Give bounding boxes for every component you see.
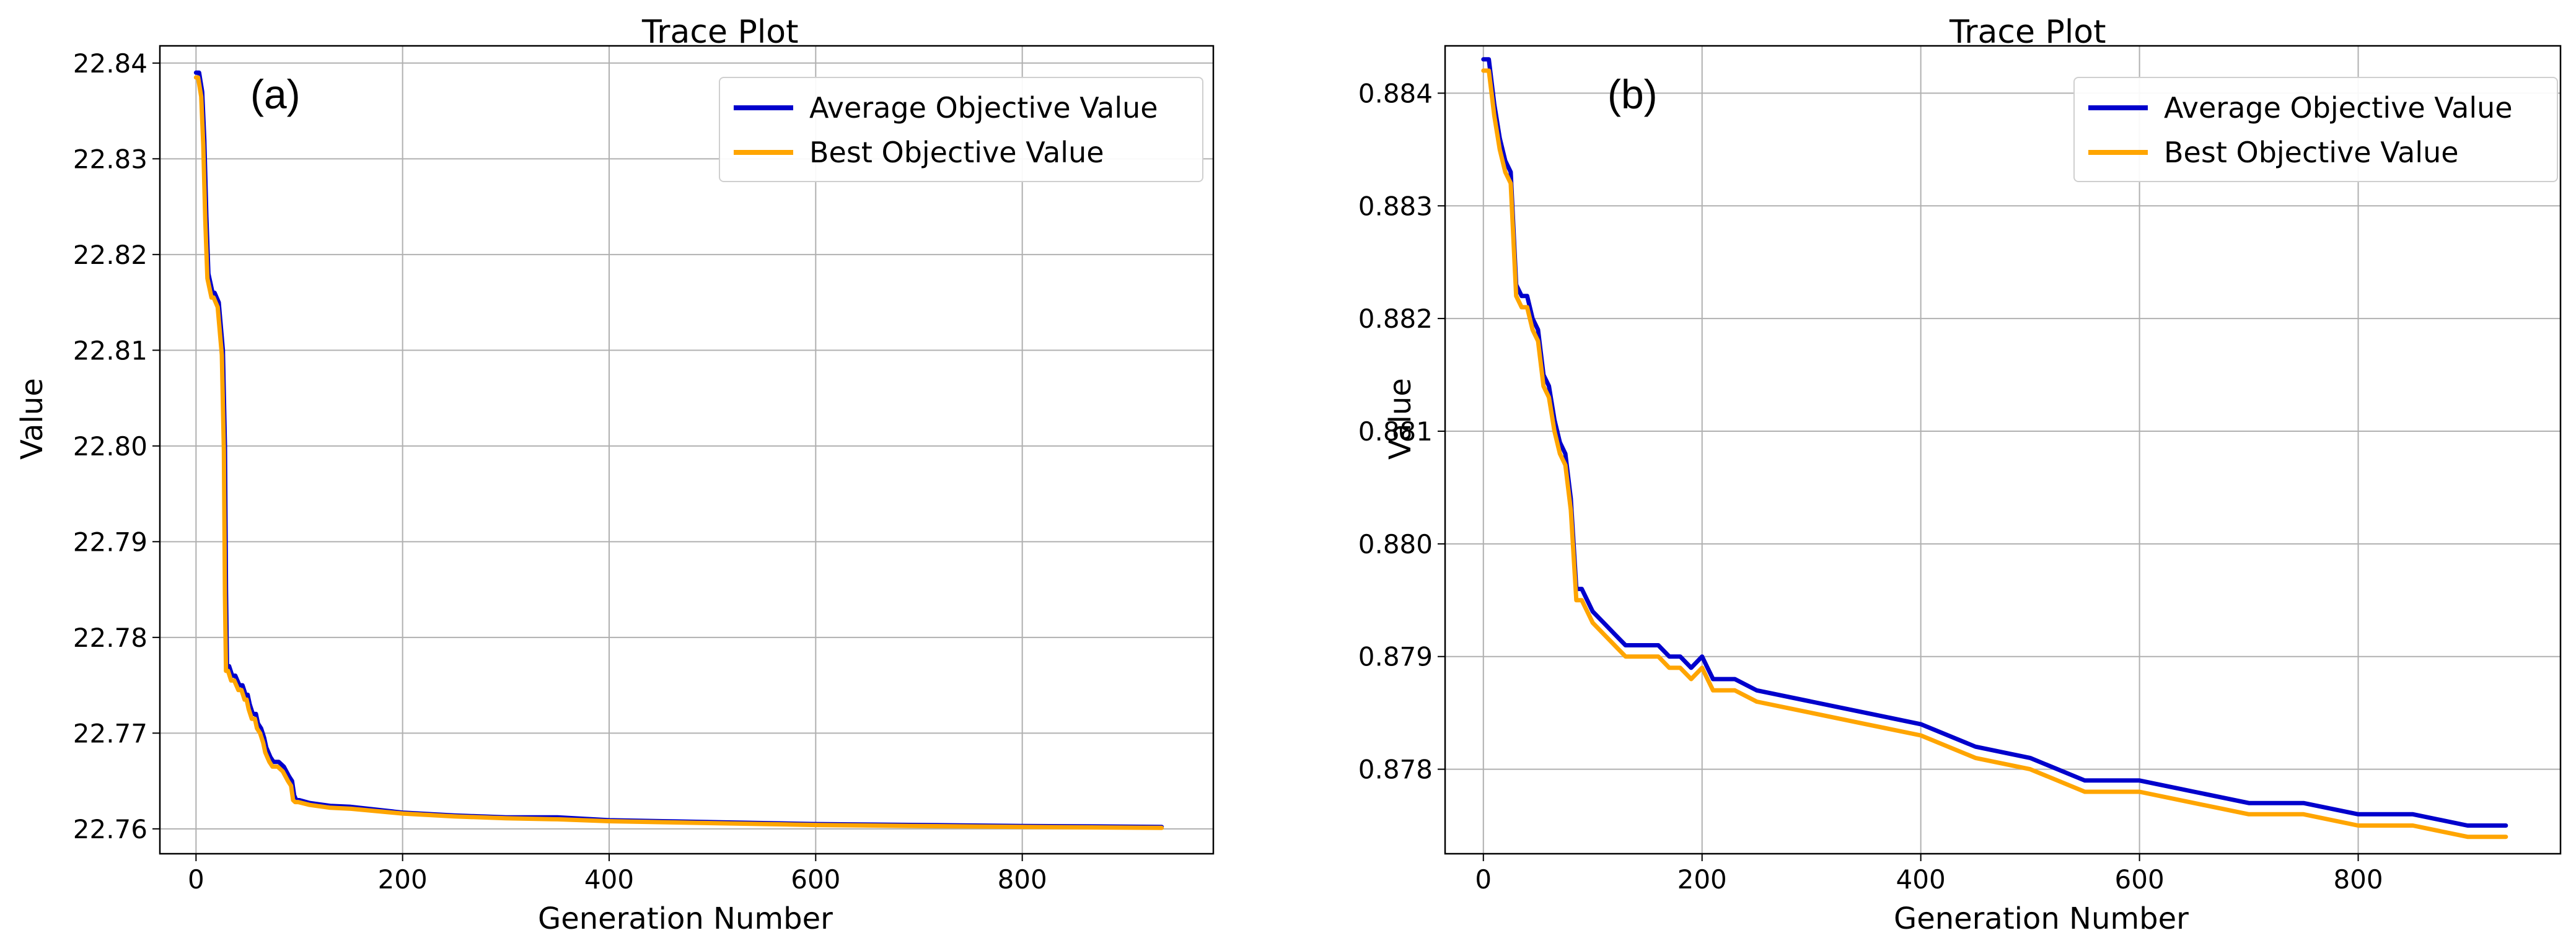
y-tick-label: 22.78 bbox=[73, 623, 147, 653]
x-tick-label: 600 bbox=[791, 864, 840, 895]
y-tick-label: 0.881 bbox=[1358, 416, 1433, 447]
legend-swatch-best bbox=[734, 150, 793, 155]
x-tick-label: 200 bbox=[378, 864, 428, 895]
x-tick-label: 400 bbox=[1896, 864, 1946, 895]
plot-frame bbox=[159, 45, 1215, 855]
legend-label-average: Average Objective Value bbox=[809, 91, 1158, 125]
legend-entry-average: Average Objective Value bbox=[734, 89, 1158, 126]
legend-swatch-best bbox=[2088, 150, 2148, 155]
y-tick-label: 22.77 bbox=[73, 718, 147, 748]
y-tick-label: 0.878 bbox=[1358, 755, 1433, 785]
chart-a-legend: Average Objective Value Best Objective V… bbox=[719, 77, 1203, 182]
chart-panel-b: 0 200 400 600 800 0.878 0.879 0.880 0.881 0.882 0.… bbox=[1288, 0, 2575, 951]
chart-a-y-axis-label: Value bbox=[15, 378, 50, 460]
legend-label-best: Best Objective Value bbox=[809, 136, 1104, 169]
chart-b-legend: Average Objective Value Best Objective V… bbox=[2073, 77, 2558, 182]
chart-b-y-axis-label: Value bbox=[1383, 378, 1418, 460]
chart-panel-a: 0 200 400 600 800 22.76 22.77 22.78 22.79 22.80 22… bbox=[15, 14, 1215, 936]
x-tick-label: 800 bbox=[998, 864, 1047, 895]
x-tick-label: 400 bbox=[584, 864, 634, 895]
y-tick-label: 22.80 bbox=[73, 431, 147, 462]
series-line-best bbox=[193, 75, 1164, 830]
legend-entry-best: Best Objective Value bbox=[734, 134, 1104, 171]
legend-swatch-average bbox=[2088, 105, 2148, 110]
chart-b-x-axis-label: Generation Number bbox=[1894, 901, 2189, 936]
y-tick-label: 22.83 bbox=[73, 144, 147, 174]
series-line-best bbox=[1481, 68, 2508, 839]
x-tick-label: 0 bbox=[188, 864, 204, 895]
legend-label-best: Best Objective Value bbox=[2164, 136, 2459, 169]
y-tick-label: 0.880 bbox=[1358, 529, 1433, 559]
y-tick-label: 22.76 bbox=[73, 814, 147, 844]
x-tick-label: 200 bbox=[1677, 864, 1727, 895]
chart-b-panel-label: (b) bbox=[1607, 71, 1658, 117]
y-tick-label: 22.79 bbox=[73, 527, 147, 557]
chart-a-title: Trace Plot bbox=[642, 14, 799, 51]
y-tick-label: 0.883 bbox=[1358, 191, 1433, 221]
legend-swatch-average bbox=[734, 105, 793, 110]
chart-a-plot: 0 200 400 600 800 22.76 22.77 22.78 22.79 22.80 22… bbox=[73, 45, 1215, 895]
chart-a-panel-label: (a) bbox=[250, 71, 301, 117]
x-tick-label: 800 bbox=[2333, 864, 2383, 895]
legend-label-average: Average Objective Value bbox=[2164, 91, 2513, 125]
chart-a-x-axis-label: Generation Number bbox=[538, 901, 833, 936]
y-tick-label: 0.882 bbox=[1358, 304, 1433, 334]
series-line-average bbox=[193, 70, 1164, 830]
x-tick-label: 0 bbox=[1475, 864, 1492, 895]
legend-entry-average: Average Objective Value bbox=[2088, 89, 2513, 126]
legend-entry-best: Best Objective Value bbox=[2088, 134, 2459, 171]
y-tick-label: 0.879 bbox=[1358, 642, 1433, 672]
y-tick-label: 22.81 bbox=[73, 335, 147, 366]
x-tick-label: 600 bbox=[2115, 864, 2165, 895]
series-line-average bbox=[1481, 57, 2508, 828]
y-tick-label: 22.84 bbox=[73, 48, 147, 79]
plot-frame bbox=[1444, 45, 2562, 855]
y-tick-label: 0.884 bbox=[1358, 78, 1433, 108]
y-tick-label: 22.82 bbox=[73, 240, 147, 270]
chart-b-title: Trace Plot bbox=[1950, 14, 2106, 51]
